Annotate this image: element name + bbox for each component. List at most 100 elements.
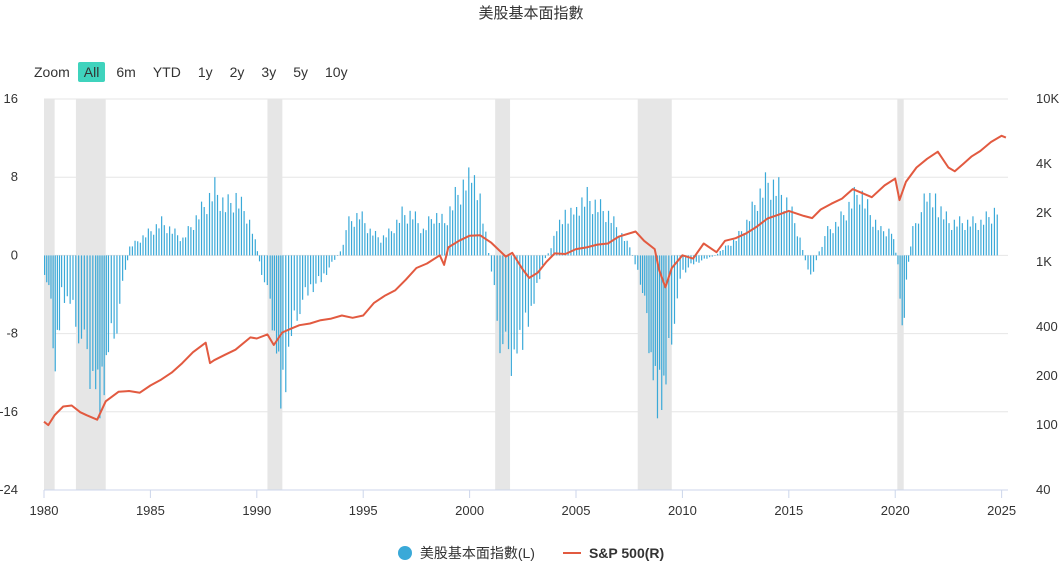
index-bar	[457, 194, 459, 256]
zoom-button-3y[interactable]: 3y	[261, 64, 277, 80]
index-bar	[339, 251, 341, 256]
index-bar	[652, 255, 654, 381]
x-tick-label: 1995	[349, 503, 378, 518]
index-bar	[901, 255, 903, 326]
index-bar	[240, 196, 243, 256]
zoom-button-2y[interactable]: 2y	[229, 64, 245, 80]
index-bar	[78, 255, 80, 344]
index-bar	[561, 224, 564, 256]
index-bar	[516, 255, 518, 354]
index-bar	[553, 235, 555, 256]
index-bar	[425, 230, 427, 256]
index-bar	[482, 223, 484, 256]
x-tick-label: 2010	[668, 503, 697, 518]
index-bar	[430, 219, 432, 256]
index-bar	[547, 253, 549, 256]
index-bar	[872, 226, 874, 256]
index-bar	[605, 222, 607, 256]
index-bar	[153, 234, 155, 256]
zoom-button-10y[interactable]: 10y	[325, 64, 348, 80]
index-bar	[382, 235, 385, 256]
zoom-label: Zoom	[34, 64, 70, 80]
y-right-tick-label: 200	[1036, 368, 1058, 383]
index-bar	[107, 255, 110, 353]
index-bar	[304, 255, 306, 288]
index-bar	[581, 197, 583, 256]
index-bar	[158, 228, 160, 256]
index-bar	[888, 228, 890, 256]
index-bar	[414, 211, 417, 256]
index-bar	[325, 255, 328, 275]
index-bar	[740, 231, 743, 256]
index-bar	[198, 219, 200, 256]
index-bar	[200, 201, 203, 256]
index-bar	[615, 227, 618, 256]
index-bar	[861, 190, 863, 256]
index-bar	[116, 255, 118, 334]
index-bar	[471, 182, 473, 256]
index-bar	[444, 223, 446, 256]
index-bar	[52, 255, 54, 349]
index-bar	[969, 226, 971, 256]
index-bar	[499, 255, 501, 354]
y-left-tick-label: -8	[6, 326, 18, 341]
index-bar	[254, 239, 256, 256]
index-bar	[578, 215, 580, 256]
index-bar	[493, 255, 495, 286]
index-bar	[356, 213, 358, 256]
index-bar	[869, 215, 871, 256]
index-bar	[124, 255, 127, 270]
legend-item-sp500[interactable]: S&P 500(R)	[562, 545, 664, 561]
index-bar	[567, 223, 569, 256]
index-bar	[275, 255, 278, 354]
index-bar	[163, 225, 165, 256]
index-bar	[599, 199, 602, 256]
zoom-button-ytd[interactable]: YTD	[152, 64, 181, 80]
legend-item-fundamental-index[interactable]: 美股基本面指數(L)	[397, 543, 535, 563]
index-bar	[358, 219, 361, 256]
index-bar	[147, 228, 149, 256]
index-bar	[69, 255, 71, 304]
index-bar	[92, 255, 94, 371]
index-bar	[296, 255, 298, 321]
index-bar	[269, 255, 271, 299]
index-bar	[929, 192, 931, 256]
index-bar	[693, 255, 695, 265]
zoom-button-all[interactable]: All	[77, 62, 106, 82]
index-bar	[682, 255, 684, 270]
index-bar	[940, 206, 942, 256]
index-bar	[299, 255, 301, 315]
axes: 16 8 0 -8 -16 -24 10K 4K 2K 1K 400 200 100 40 1980 1985…	[0, 91, 1059, 518]
index-bar	[285, 255, 287, 393]
index-bar	[502, 255, 504, 345]
index-bar	[722, 249, 724, 256]
index-bar	[533, 255, 535, 304]
index-bar	[388, 228, 390, 256]
index-bar	[996, 214, 998, 256]
x-tick-label: 2005	[562, 503, 591, 518]
index-bar	[746, 219, 748, 256]
zoom-button-1y[interactable]: 1y	[197, 64, 213, 80]
index-bar	[374, 230, 377, 256]
index-bar	[293, 255, 295, 311]
index-bar	[377, 237, 379, 256]
index-bar	[446, 225, 448, 256]
index-bar	[951, 229, 953, 256]
index-bar	[799, 237, 801, 256]
index-bar	[488, 252, 490, 256]
index-bar	[544, 255, 546, 259]
index-bar	[853, 186, 855, 256]
zoom-button-5y[interactable]: 5y	[293, 64, 308, 80]
index-bar	[258, 255, 261, 262]
index-bar	[122, 255, 124, 281]
index-bar	[953, 219, 955, 256]
index-bar	[778, 177, 780, 256]
index-bar	[637, 255, 639, 270]
zoom-button-6m[interactable]: 6m	[116, 64, 136, 80]
index-bar	[990, 223, 993, 256]
index-bar	[230, 202, 232, 256]
index-bar	[155, 224, 157, 256]
index-bar	[791, 206, 793, 256]
index-bar	[271, 255, 273, 331]
